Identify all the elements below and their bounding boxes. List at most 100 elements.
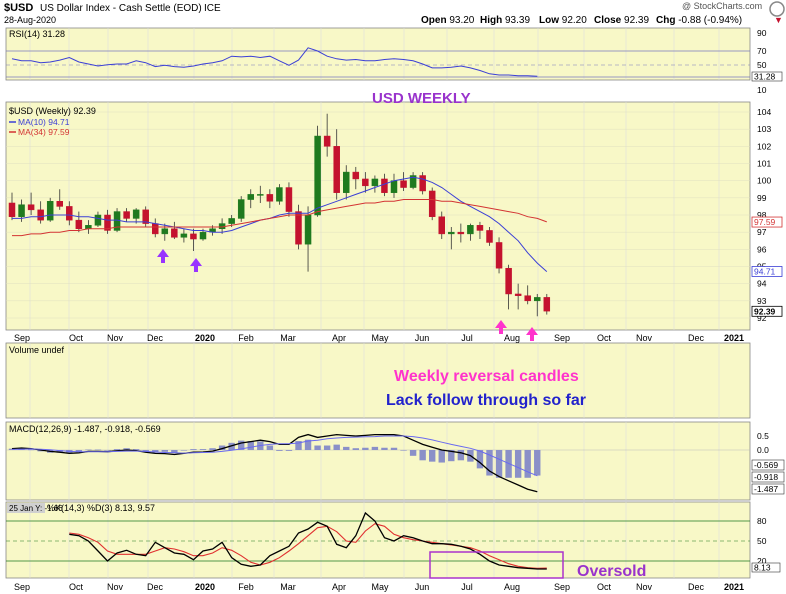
exchange: ICE <box>204 3 221 14</box>
macd-histogram-bar <box>534 450 541 476</box>
y-tick-label: 94 <box>757 279 767 289</box>
x-tick-label: Aug <box>504 582 520 592</box>
macd-histogram-bar <box>524 450 531 478</box>
candle-body <box>295 211 302 245</box>
candle-body <box>37 209 44 221</box>
symbol: $USD <box>4 2 33 14</box>
x-tick-label: Feb <box>238 333 254 343</box>
rsi-panel <box>5 27 751 81</box>
x-tick-label: Feb <box>238 582 254 592</box>
chart-date: 28-Aug-2020 <box>4 15 56 25</box>
chart-title-annotation: USD WEEKLY <box>372 90 471 107</box>
macd-histogram-bar <box>56 450 63 453</box>
macd-histogram-bar <box>161 450 168 452</box>
candle-body <box>343 171 350 193</box>
candle-body <box>476 225 484 231</box>
macd-histogram-bar <box>400 450 407 451</box>
price-value-tag: 94.71 <box>754 266 776 276</box>
macd-histogram-bar <box>94 449 102 451</box>
x-tick-label: Oct <box>597 582 612 592</box>
candle-body <box>237 199 245 219</box>
oversold-label: Oversold <box>577 563 646 580</box>
logo-mark <box>769 1 785 17</box>
x-tick-label: Oct <box>69 333 84 343</box>
x-tick-label: Dec <box>688 333 705 343</box>
x-tick-label: Sep <box>14 582 30 592</box>
candle-body <box>467 225 474 235</box>
macd-histogram-bar <box>75 450 83 452</box>
ohlc-item: Chg -0.88 (-0.94%) <box>656 15 742 26</box>
y-tick-label: 102 <box>757 141 771 151</box>
arrow-up-icon <box>190 258 202 272</box>
rsi-line <box>11 47 538 77</box>
candle-body <box>419 175 426 192</box>
macd-histogram-bar <box>409 450 417 456</box>
candle-body <box>285 187 293 212</box>
macd-histogram-bar <box>314 445 321 450</box>
ohlc-item: High 93.39 <box>480 15 530 26</box>
macd-histogram-bar <box>457 450 465 461</box>
x-tick-label: Sep <box>554 582 570 592</box>
candle-body <box>304 214 312 245</box>
candle-body <box>534 297 541 302</box>
x-tick-label: Jul <box>461 333 473 343</box>
macd-histogram-bar <box>495 450 503 478</box>
stoch-d-line <box>69 523 547 569</box>
macd-histogram-bar <box>352 448 359 450</box>
candle-body <box>123 211 130 219</box>
price-label: $USD (Weekly) 92.39 <box>9 106 96 116</box>
value-tag-bg <box>751 305 783 317</box>
y-tick-label: 100 <box>757 176 771 186</box>
candle-body <box>495 242 503 269</box>
macd-value-tag: -1.487 <box>754 484 778 494</box>
macd-histogram-bar <box>429 450 436 462</box>
macd-value-tag: -0.918 <box>754 472 778 482</box>
candle-body <box>409 175 417 188</box>
candle-body <box>390 180 398 193</box>
ma10-line <box>12 176 548 272</box>
candle-body <box>199 231 207 240</box>
macd-histogram-bar <box>276 450 283 451</box>
ohlc-item: Open 93.20 <box>421 15 475 26</box>
ohlc-item: Close 92.39 <box>594 15 649 26</box>
price-value-tag: 92.39 <box>754 306 776 316</box>
value-tag-bg <box>751 459 785 471</box>
candle-body <box>543 297 551 312</box>
series-layer <box>8 47 551 570</box>
candle-body <box>171 228 178 238</box>
tooltip-bg <box>7 503 45 513</box>
macd-histogram-bar <box>85 449 92 451</box>
value-tag-bg <box>751 471 785 483</box>
y-tick-label: 90 <box>757 28 767 38</box>
macd-histogram-bar <box>419 450 426 461</box>
y-tick-label: 0.0 <box>757 445 769 455</box>
macd-histogram-bar <box>486 450 493 476</box>
macd-histogram-bar <box>247 441 254 450</box>
candle-body <box>104 214 111 231</box>
candle-body <box>362 178 369 187</box>
oversold-box <box>429 551 564 579</box>
macd-histogram-bar <box>362 447 369 450</box>
macd-histogram-bar <box>304 439 312 450</box>
candle-body <box>161 228 169 235</box>
x-tick-label: Jun <box>415 582 430 592</box>
macd-histogram-bar <box>218 445 226 450</box>
candle-body <box>400 180 407 188</box>
y-tick-label: 103 <box>757 124 771 134</box>
down-arrow-icon: ▼ <box>774 15 783 25</box>
candle-body <box>228 218 235 224</box>
x-tick-label: Dec <box>147 333 164 343</box>
candle-body <box>352 171 360 180</box>
macd-histogram-bar <box>295 441 302 450</box>
macd-histogram-bar <box>438 450 445 463</box>
candle-body <box>94 214 102 226</box>
ma34-line <box>12 199 547 237</box>
ohlc-readout: Open 93.20 High 93.39 Low 92.20 Close 92.39… <box>421 15 783 26</box>
candle-body <box>333 146 340 193</box>
macd-histogram-bar <box>285 450 293 451</box>
candle-body <box>247 194 254 200</box>
y-tick-label: 92 <box>757 313 767 323</box>
macd-histogram-bar <box>199 449 207 450</box>
